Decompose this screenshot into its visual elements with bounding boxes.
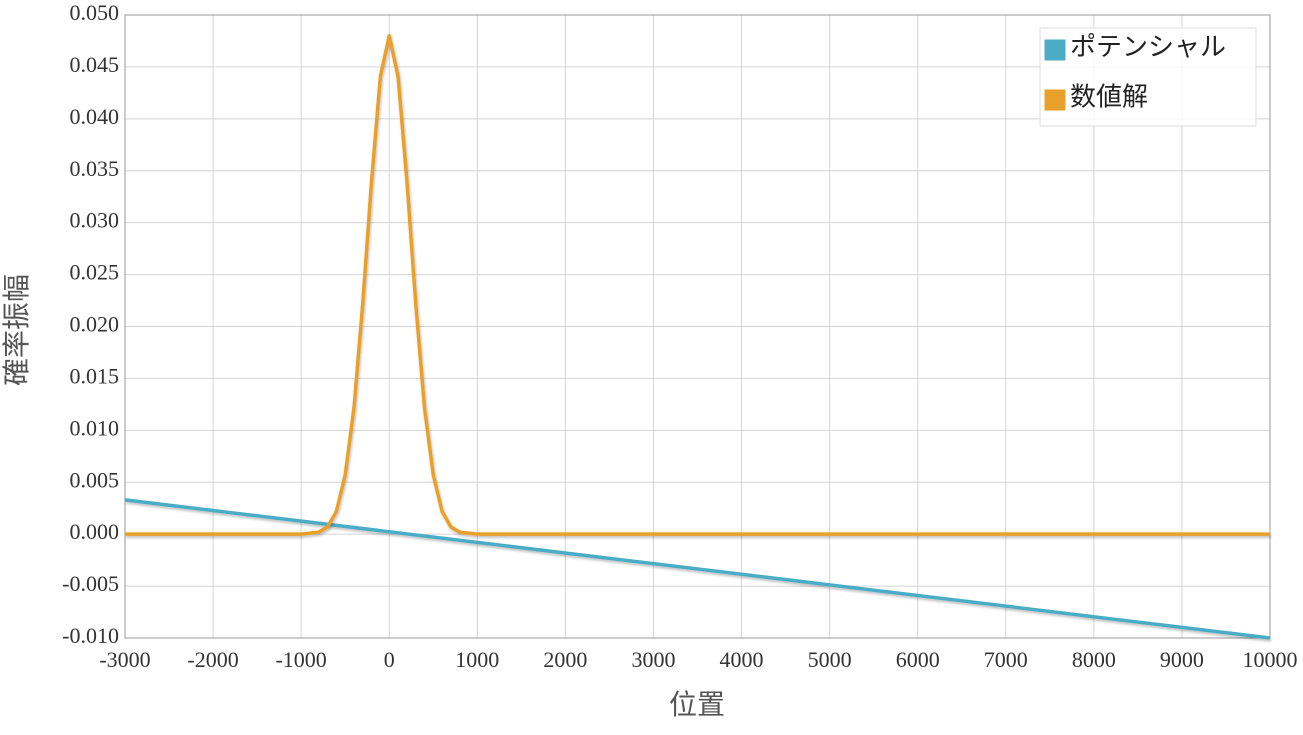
y-tick-label: 0.045 bbox=[70, 52, 120, 77]
y-tick-label: 0.020 bbox=[70, 312, 120, 337]
legend-label: 数値解 bbox=[1070, 83, 1148, 113]
legend-box bbox=[1039, 27, 1257, 127]
y-tick-label: 0.035 bbox=[70, 156, 120, 181]
legend-swatch bbox=[1043, 38, 1067, 62]
x-tick-label: 0 bbox=[384, 647, 395, 672]
tick-labels: -0.010 -0.005 0.000 0.005 0.010 0.015 0.020 0.0… bbox=[62, 0, 1297, 672]
x-tick-label: 1000 bbox=[455, 647, 499, 672]
y-tick-label: 0.025 bbox=[70, 260, 120, 285]
legend-swatch bbox=[1043, 88, 1067, 112]
x-tick-label: 10000 bbox=[1243, 647, 1298, 672]
x-tick-label: 2000 bbox=[543, 647, 587, 672]
x-tick-label: 4000 bbox=[720, 647, 764, 672]
series-line bbox=[125, 34, 1270, 536]
y-tick-label: -0.005 bbox=[62, 571, 119, 596]
y-tick-label: 0.015 bbox=[70, 363, 120, 388]
x-tick-label: -2000 bbox=[187, 647, 238, 672]
y-tick-label: 0.005 bbox=[70, 467, 120, 492]
y-tick-label: 0.000 bbox=[70, 519, 120, 544]
x-tick-label: 3000 bbox=[631, 647, 675, 672]
x-tick-label: 8000 bbox=[1072, 647, 1116, 672]
x-tick-label: 7000 bbox=[984, 647, 1028, 672]
y-tick-label: 0.040 bbox=[70, 104, 120, 129]
x-tick-label: -1000 bbox=[275, 647, 326, 672]
x-tick-label: 5000 bbox=[808, 647, 852, 672]
y-axis-title: 確率振幅 bbox=[0, 274, 33, 386]
x-tick-label: 6000 bbox=[896, 647, 940, 672]
plot-frame bbox=[124, 14, 1271, 639]
y-tick-label: 0.050 bbox=[70, 0, 120, 25]
x-axis-title: 位置 bbox=[669, 688, 725, 721]
series-line bbox=[124, 498, 1271, 640]
y-tick-label: -0.010 bbox=[62, 623, 119, 648]
plot-lines bbox=[124, 34, 1271, 640]
legend-label: ポテンシャル bbox=[1070, 33, 1226, 63]
x-tick-label: 9000 bbox=[1160, 647, 1204, 672]
y-tick-label: 0.030 bbox=[70, 208, 120, 233]
x-tick-label: -3000 bbox=[99, 647, 150, 672]
y-tick-label: 0.010 bbox=[70, 415, 120, 440]
